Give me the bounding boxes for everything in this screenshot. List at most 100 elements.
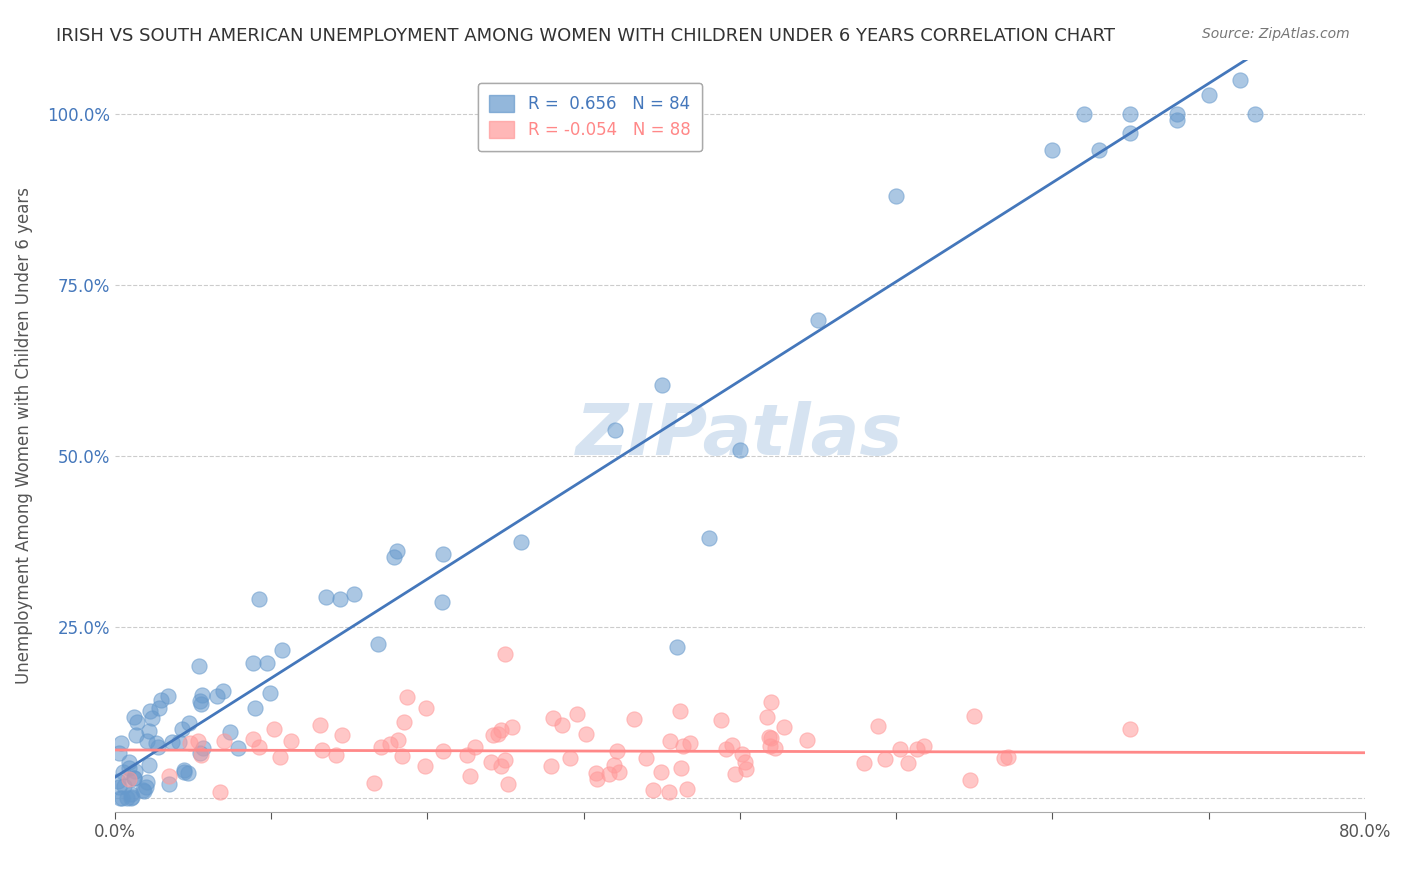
Point: [110, 790, 132, 805]
Point: [540, 759, 562, 773]
Point: [807, 312, 830, 326]
Point: [190, 697, 212, 711]
Point: [188, 746, 211, 760]
Point: [212, 733, 235, 747]
Point: [697, 531, 720, 545]
Point: [1166, 113, 1188, 128]
Point: [873, 752, 896, 766]
Point: [173, 765, 195, 780]
Point: [1088, 143, 1111, 157]
Point: [136, 734, 159, 748]
Point: [187, 658, 209, 673]
Point: [755, 710, 778, 724]
Legend: R =  0.656   N = 84, R = -0.054   N = 88: R = 0.656 N = 84, R = -0.054 N = 88: [478, 83, 702, 151]
Point: [311, 743, 333, 757]
Point: [897, 756, 920, 770]
Point: [432, 595, 454, 609]
Point: [370, 739, 392, 754]
Point: [1073, 107, 1095, 121]
Point: [905, 741, 928, 756]
Point: [456, 747, 478, 762]
Point: [187, 734, 209, 748]
Point: [243, 701, 266, 715]
Point: [912, 739, 935, 753]
Point: [675, 782, 697, 797]
Point: [138, 723, 160, 738]
Point: [145, 736, 167, 750]
Point: [112, 779, 135, 793]
Point: [669, 704, 692, 718]
Point: [666, 640, 689, 655]
Point: [761, 731, 783, 746]
Point: [385, 544, 408, 558]
Point: [280, 734, 302, 748]
Text: ZIPatlas: ZIPatlas: [576, 401, 904, 470]
Text: Source: ZipAtlas.com: Source: ZipAtlas.com: [1202, 27, 1350, 41]
Point: [179, 736, 201, 750]
Point: [315, 590, 337, 604]
Point: [118, 772, 141, 786]
Point: [157, 769, 180, 783]
Point: [657, 785, 679, 799]
Point: [135, 780, 157, 795]
Point: [148, 701, 170, 715]
Point: [721, 738, 744, 752]
Point: [486, 727, 509, 741]
Point: [772, 720, 794, 734]
Point: [167, 735, 190, 749]
Point: [121, 790, 143, 805]
Point: [146, 739, 169, 754]
Point: [759, 739, 782, 753]
Point: [1119, 723, 1142, 737]
Point: [724, 766, 747, 780]
Point: [160, 735, 183, 749]
Point: [177, 765, 200, 780]
Point: [392, 715, 415, 730]
Point: [415, 701, 437, 715]
Point: [481, 728, 503, 742]
Point: [634, 751, 657, 765]
Point: [585, 766, 607, 780]
Point: [108, 780, 131, 794]
Point: [997, 750, 1019, 764]
Point: [188, 694, 211, 708]
Point: [558, 751, 581, 765]
Point: [567, 706, 589, 721]
Point: [112, 765, 135, 780]
Point: [650, 764, 672, 779]
Point: [672, 739, 695, 753]
Point: [156, 689, 179, 703]
Point: [541, 711, 564, 725]
Point: [108, 747, 131, 761]
Point: [118, 756, 141, 770]
Point: [132, 782, 155, 797]
Point: [716, 741, 738, 756]
Point: [432, 548, 454, 562]
Point: [758, 730, 780, 744]
Point: [127, 715, 149, 730]
Point: [623, 713, 645, 727]
Point: [124, 728, 146, 742]
Point: [643, 782, 665, 797]
Point: [343, 587, 366, 601]
Point: [496, 777, 519, 791]
Point: [136, 775, 159, 789]
Point: [382, 550, 405, 565]
Point: [669, 761, 692, 775]
Text: IRISH VS SOUTH AMERICAN UNEMPLOYMENT AMONG WOMEN WITH CHILDREN UNDER 6 YEARS COR: IRISH VS SOUTH AMERICAN UNEMPLOYMENT AMO…: [56, 27, 1115, 45]
Point: [149, 693, 172, 707]
Point: [139, 704, 162, 718]
Point: [177, 715, 200, 730]
Point: [734, 756, 756, 770]
Point: [884, 189, 907, 203]
Point: [122, 771, 145, 785]
Point: [868, 719, 890, 733]
Point: [489, 723, 512, 737]
Point: [728, 442, 751, 457]
Point: [1040, 144, 1063, 158]
Point: [247, 592, 270, 607]
Point: [110, 736, 132, 750]
Point: [735, 762, 758, 776]
Point: [551, 718, 574, 732]
Point: [603, 423, 626, 437]
